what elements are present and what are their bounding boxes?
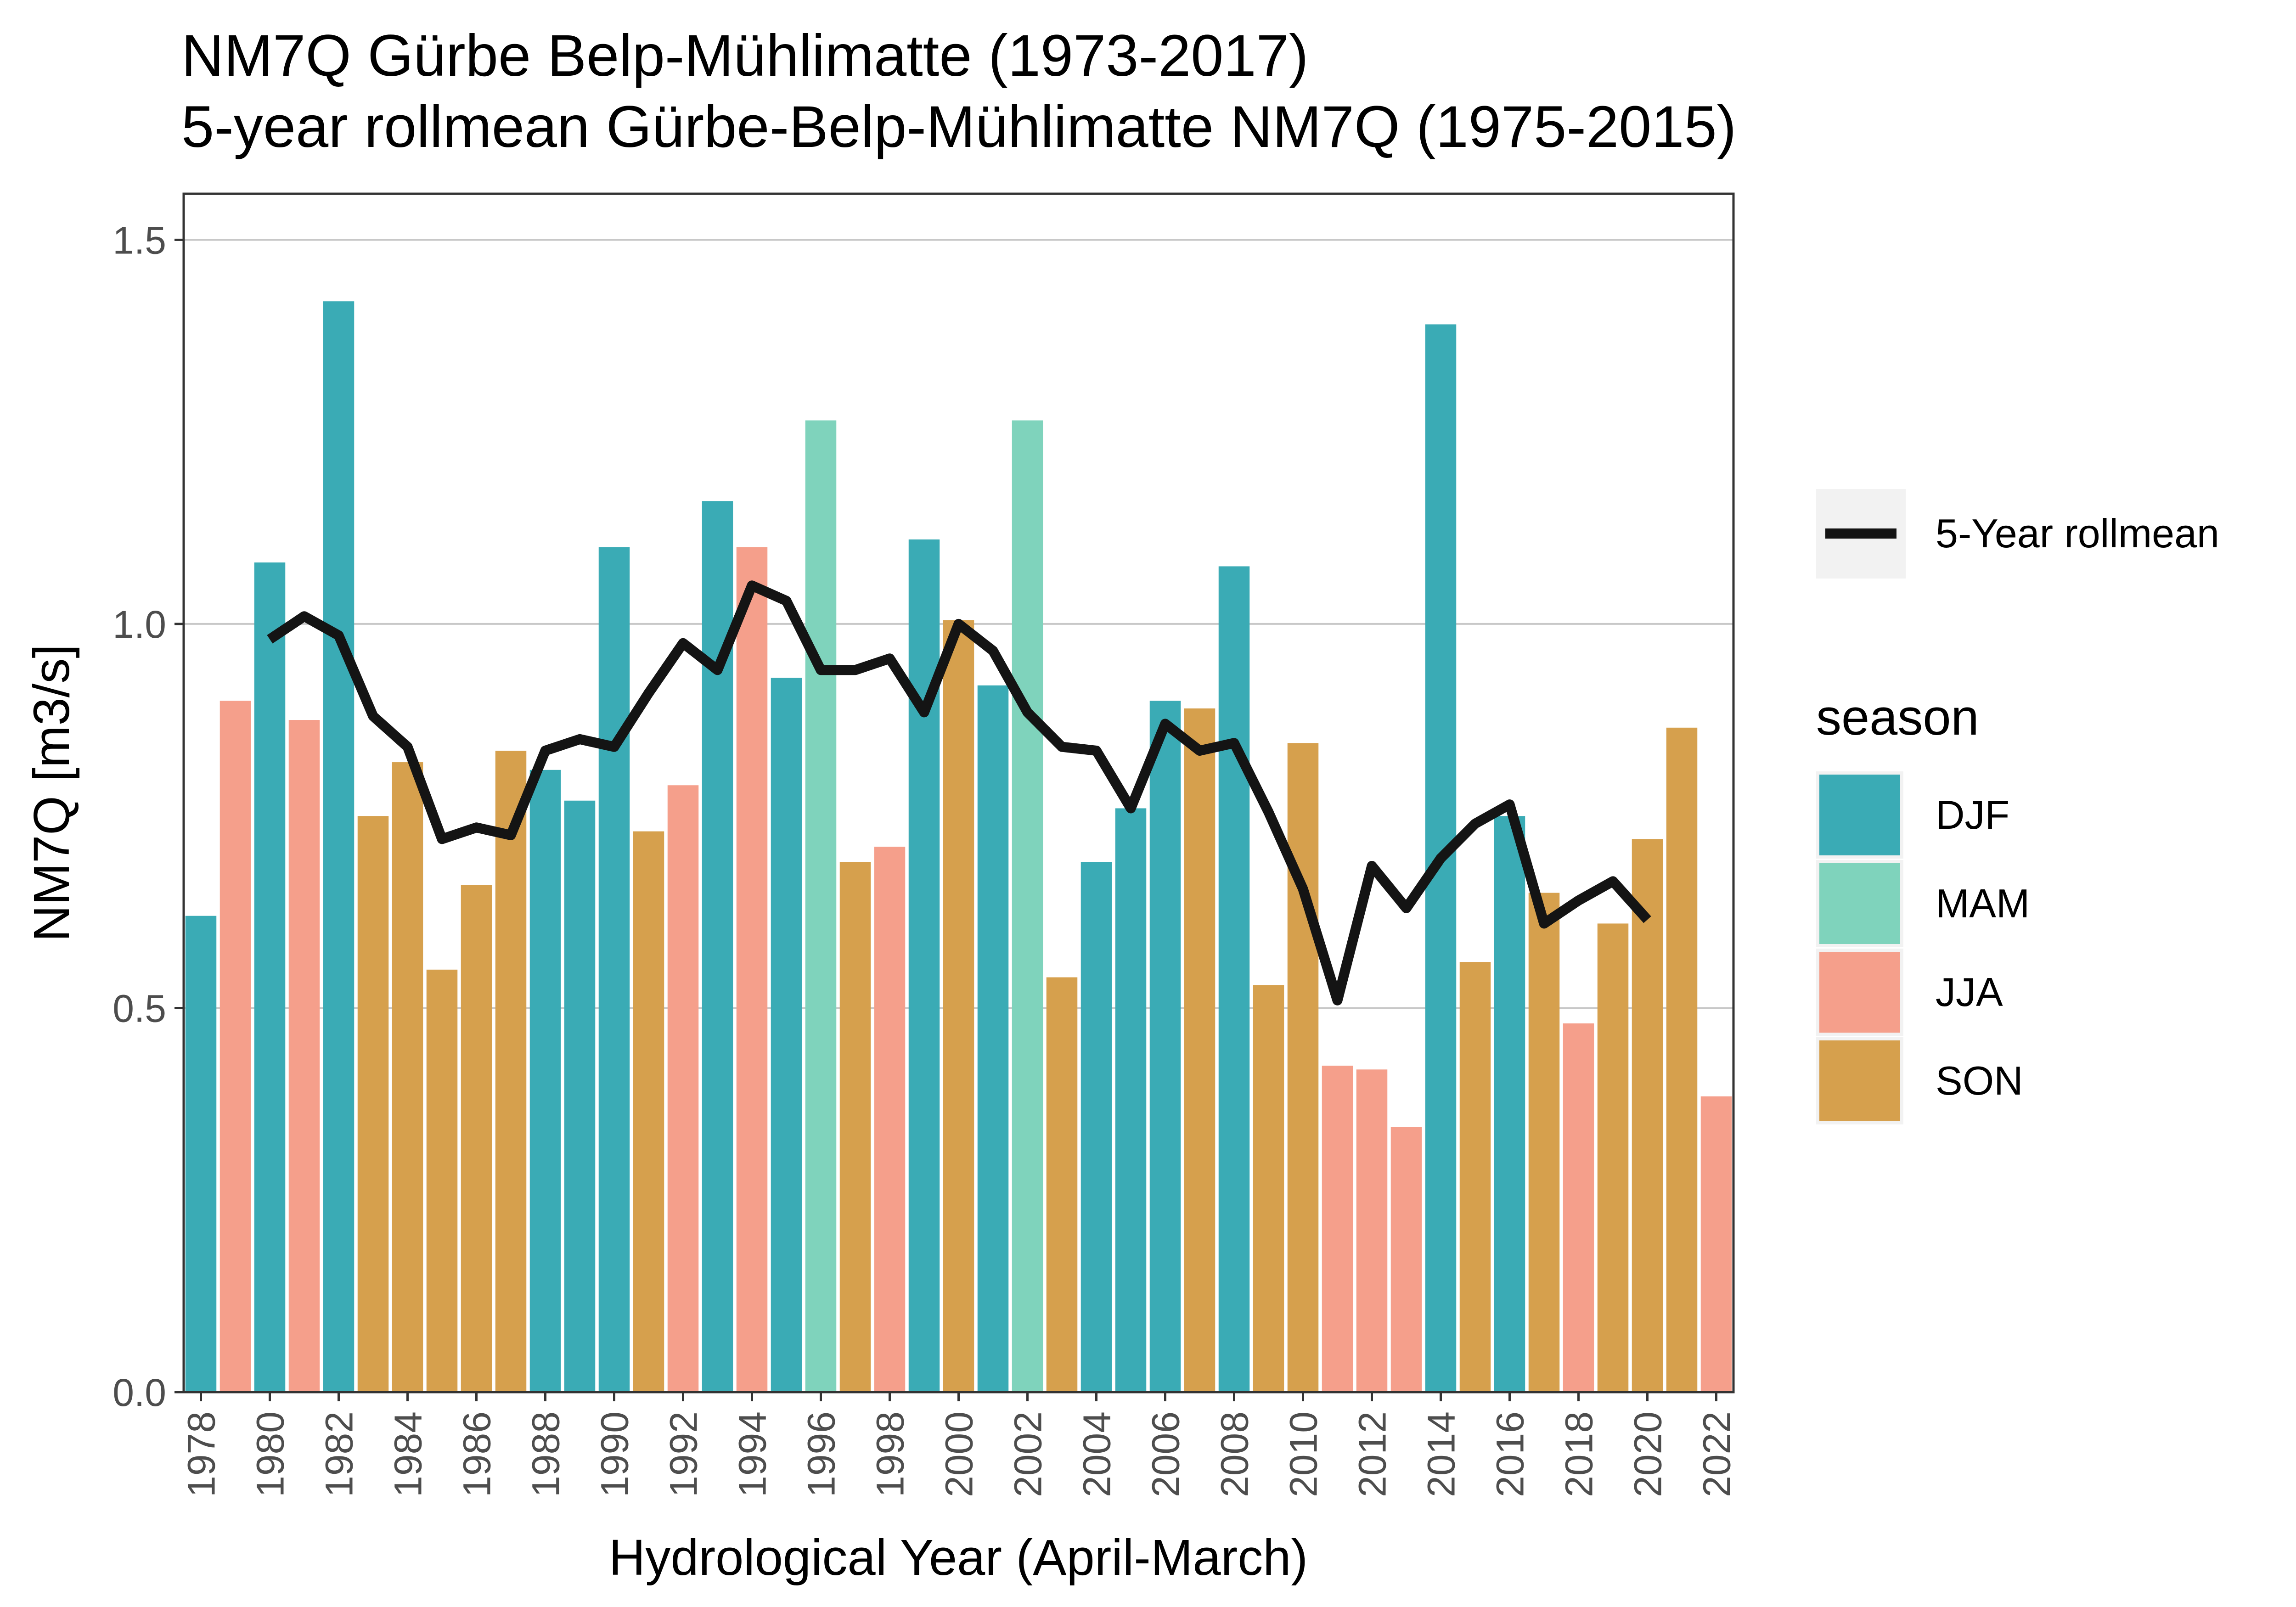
bar-2019 <box>1597 923 1629 1392</box>
x-axis: 1978 1980 1982 1984 1986 1988 1990 1992 1994 1996… <box>180 1392 1739 1497</box>
legend-title-season: season <box>1816 689 1979 746</box>
x-tick-label: 1986 <box>456 1411 499 1497</box>
bar-1990 <box>598 547 630 1392</box>
bar-2006 <box>1149 701 1181 1392</box>
x-tick-label: 2004 <box>1075 1411 1119 1497</box>
y-tick-label: 1.5 <box>113 219 166 262</box>
bar-2022 <box>1700 1096 1732 1392</box>
bar-2009 <box>1253 985 1284 1392</box>
bar-2021 <box>1666 727 1698 1392</box>
chart-subtitle: 5-year rollmean Gürbe-Belp-Mühlimatte NM… <box>181 94 1736 160</box>
bar-1987 <box>495 750 527 1392</box>
bar-1982 <box>323 301 355 1393</box>
x-tick-label: 1996 <box>800 1411 843 1497</box>
bars <box>185 301 1732 1393</box>
rollmean-line-group <box>267 580 1651 1006</box>
y-tick-label: 0.0 <box>113 1371 166 1414</box>
y-tick-label: 1.0 <box>113 603 166 646</box>
bar-1984 <box>392 762 423 1392</box>
x-tick-label: 1990 <box>593 1411 636 1497</box>
bar-1999 <box>908 539 940 1392</box>
bar-2003 <box>1046 977 1078 1392</box>
x-tick-label: 1992 <box>662 1411 705 1497</box>
legend-label-son: SON <box>1936 1058 2023 1103</box>
bar-2004 <box>1080 862 1112 1392</box>
bar-2017 <box>1528 893 1560 1392</box>
bar-1983 <box>357 816 389 1392</box>
x-tick-label: 2008 <box>1213 1411 1256 1497</box>
x-tick-label: 1988 <box>524 1411 568 1497</box>
bar-2000 <box>943 620 974 1392</box>
legend-label-djf: DJF <box>1936 792 2009 837</box>
x-tick-label: 2012 <box>1351 1411 1394 1497</box>
bar-2018 <box>1563 1023 1594 1392</box>
bar-1992 <box>667 785 699 1392</box>
legend-label-rollmean: 5-Year rollmean <box>1936 511 2219 556</box>
x-tick-label: 1994 <box>731 1411 774 1497</box>
x-tick-label: 2018 <box>1558 1411 1601 1497</box>
bar-1986 <box>461 885 492 1392</box>
bar-1980 <box>254 562 286 1392</box>
x-tick-label: 2010 <box>1282 1411 1325 1497</box>
x-tick-label: 2006 <box>1144 1411 1187 1497</box>
bar-2012 <box>1356 1069 1388 1392</box>
x-tick-label: 2002 <box>1007 1411 1050 1497</box>
bar-1995 <box>771 678 802 1392</box>
bar-2020 <box>1632 839 1663 1392</box>
bar-2013 <box>1390 1127 1422 1392</box>
bar-1979 <box>219 701 251 1392</box>
y-axis: 0.0 0.5 1.0 1.5 <box>113 219 184 1414</box>
x-tick-label: 1998 <box>869 1411 912 1497</box>
legend-rollmean: 5-Year rollmean <box>1816 489 2219 579</box>
legend-label-jja: JJA <box>1936 969 2003 1015</box>
rollmean-line <box>267 580 1651 1006</box>
legend: 5-Year rollmean season DJF MAM JJA SON <box>1816 489 2219 1124</box>
x-tick-label: 2016 <box>1489 1411 1532 1497</box>
legend-swatch-djf <box>1819 775 1900 855</box>
x-tick-label: 2022 <box>1695 1411 1739 1497</box>
bar-1981 <box>288 720 320 1392</box>
bar-2002 <box>1012 420 1043 1393</box>
bar-2015 <box>1459 962 1491 1392</box>
plot-panel <box>182 192 1735 1393</box>
bar-1985 <box>426 969 458 1392</box>
x-tick-label: 2014 <box>1420 1411 1463 1497</box>
legend-swatch-mam <box>1819 863 1900 944</box>
bar-2010 <box>1287 743 1319 1392</box>
x-tick-label: 1982 <box>318 1411 361 1497</box>
x-tick-label: 1978 <box>180 1411 223 1497</box>
bar-1994 <box>736 547 768 1392</box>
season-legend: DJF MAM JJA SON <box>1816 771 2030 1124</box>
chart-title: NM7Q Gürbe Belp-Mühlimatte (1973-2017) <box>181 23 1308 89</box>
x-tick-label: 2000 <box>938 1411 981 1497</box>
bar-2005 <box>1115 808 1147 1392</box>
bar-2007 <box>1184 708 1216 1392</box>
bar-1998 <box>874 847 906 1392</box>
x-tick-label: 2020 <box>1626 1411 1670 1497</box>
y-axis-title: NM7Q [m3/s] <box>23 644 80 942</box>
x-axis-title: Hydrological Year (April-March) <box>609 1529 1308 1586</box>
y-tick-label: 0.5 <box>113 987 166 1030</box>
bar-2001 <box>977 685 1009 1392</box>
x-tick-label: 1980 <box>249 1411 292 1497</box>
bar-1988 <box>529 770 561 1392</box>
bar-2016 <box>1494 816 1525 1392</box>
bar-2011 <box>1322 1065 1353 1392</box>
legend-label-mam: MAM <box>1936 881 2030 926</box>
legend-swatch-son <box>1819 1040 1900 1121</box>
bar-1991 <box>633 831 664 1392</box>
bar-1996 <box>805 420 837 1393</box>
x-tick-label: 1984 <box>387 1411 430 1497</box>
bar-2008 <box>1218 566 1250 1392</box>
bar-1997 <box>839 862 871 1392</box>
bar-1989 <box>564 800 596 1392</box>
legend-swatch-jja <box>1819 952 1900 1033</box>
bar-1978 <box>185 916 217 1392</box>
